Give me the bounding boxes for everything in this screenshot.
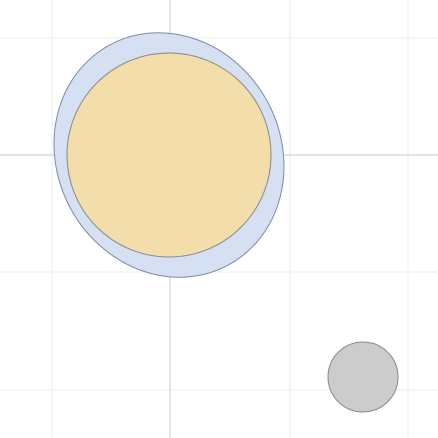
yellow-circle[interactable] — [66, 52, 272, 258]
gray-circle[interactable] — [327, 341, 399, 413]
